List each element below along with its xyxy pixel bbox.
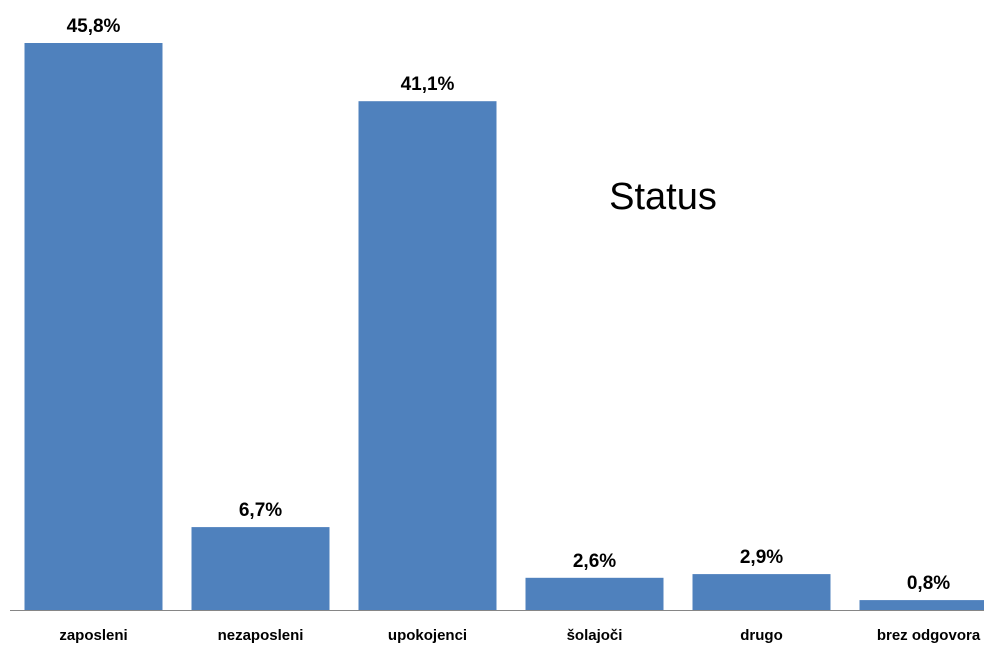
category-label-4: drugo — [740, 627, 783, 644]
bar-2 — [358, 101, 497, 610]
bars — [24, 43, 984, 610]
data-labels: 45,8% 6,7% 41,1% 2,6% 2,9% 0,8% — [67, 16, 951, 594]
category-label-3: šolajoči — [567, 627, 623, 644]
bar-5 — [859, 600, 984, 610]
data-label-5: 0,8% — [907, 573, 950, 594]
bar-1 — [191, 527, 330, 610]
bar-0 — [24, 43, 163, 610]
category-labels: zaposleni nezaposleni upokojenci šolajoči dr… — [59, 627, 981, 644]
data-label-4: 2,9% — [740, 547, 783, 568]
category-label-5: brez odgovora — [877, 627, 981, 644]
category-label-2: upokojenci — [388, 627, 467, 644]
bar-3 — [525, 577, 664, 610]
data-label-2: 41,1% — [401, 74, 455, 95]
data-label-3: 2,6% — [573, 551, 616, 572]
category-label-1: nezaposleni — [218, 627, 304, 644]
data-label-1: 6,7% — [239, 500, 282, 521]
chart-title: Status — [609, 176, 717, 218]
bar-4 — [692, 574, 831, 610]
category-label-0: zaposleni — [59, 627, 127, 644]
data-label-0: 45,8% — [67, 16, 121, 37]
